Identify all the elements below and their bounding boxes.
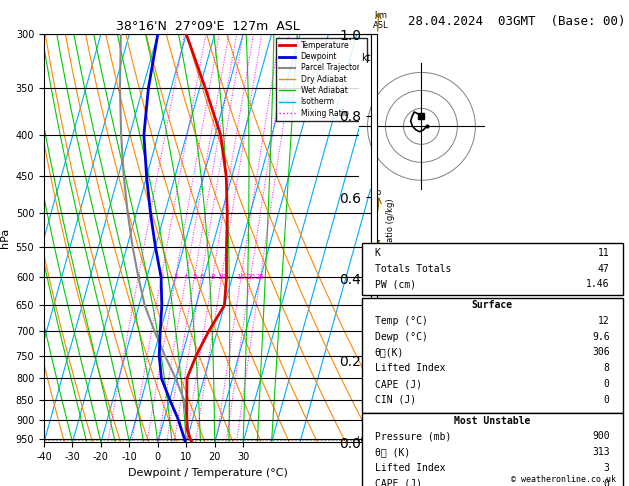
Text: 5: 5: [192, 274, 196, 280]
Text: Temp (°C): Temp (°C): [375, 316, 428, 326]
Text: 5: 5: [376, 241, 381, 249]
FancyBboxPatch shape: [362, 413, 623, 486]
Text: 0: 0: [604, 395, 610, 405]
Text: 8: 8: [604, 364, 610, 373]
Text: CAPE (J): CAPE (J): [375, 479, 421, 486]
Text: 0: 0: [604, 479, 610, 486]
Text: 3: 3: [604, 463, 610, 473]
Text: 1: 1: [136, 274, 140, 280]
Text: 2: 2: [376, 376, 381, 384]
Text: 313: 313: [592, 447, 610, 457]
Text: 16: 16: [237, 274, 245, 280]
Text: Lifted Index: Lifted Index: [375, 463, 445, 473]
Text: LCL: LCL: [356, 436, 371, 445]
Text: CIN (J): CIN (J): [375, 395, 416, 405]
Text: 4: 4: [184, 274, 188, 280]
Text: 28.04.2024  03GMT  (Base: 00): 28.04.2024 03GMT (Base: 00): [408, 15, 626, 28]
Text: Totals Totals: Totals Totals: [375, 263, 451, 274]
Text: 8: 8: [376, 66, 381, 75]
Text: K: K: [375, 248, 381, 258]
Text: 1.46: 1.46: [586, 279, 610, 290]
Text: 3: 3: [376, 334, 381, 343]
Text: 12: 12: [598, 316, 610, 326]
Text: PW (cm): PW (cm): [375, 279, 416, 290]
Text: 2: 2: [159, 274, 164, 280]
Text: Surface: Surface: [472, 300, 513, 310]
Text: 1: 1: [376, 413, 381, 422]
Text: θᴇ(K): θᴇ(K): [375, 347, 404, 358]
Text: Dewp (°C): Dewp (°C): [375, 331, 428, 342]
Text: Lifted Index: Lifted Index: [375, 364, 445, 373]
X-axis label: Dewpoint / Temperature (°C): Dewpoint / Temperature (°C): [128, 468, 287, 478]
Text: kt: kt: [361, 53, 370, 63]
Title: 38°16'N  27°09'E  127m  ASL: 38°16'N 27°09'E 127m ASL: [116, 20, 299, 33]
Y-axis label: hPa: hPa: [0, 228, 10, 248]
Text: 306: 306: [592, 347, 610, 358]
Text: 20: 20: [246, 274, 255, 280]
Text: km
ASL: km ASL: [373, 11, 389, 30]
Text: 4: 4: [376, 289, 381, 298]
Text: 6: 6: [376, 188, 381, 197]
Text: 6: 6: [199, 274, 204, 280]
Text: 47: 47: [598, 263, 610, 274]
Text: Most Unstable: Most Unstable: [454, 416, 530, 426]
Text: 0: 0: [604, 379, 610, 389]
Text: Mixing Ratio (g/kg): Mixing Ratio (g/kg): [386, 198, 395, 278]
Text: © weatheronline.co.uk: © weatheronline.co.uk: [511, 474, 616, 484]
Text: CAPE (J): CAPE (J): [375, 379, 421, 389]
Text: 8: 8: [210, 274, 214, 280]
FancyBboxPatch shape: [362, 297, 623, 413]
Text: 900: 900: [592, 432, 610, 441]
Text: 25: 25: [256, 274, 265, 280]
Text: 9.6: 9.6: [592, 331, 610, 342]
Text: 3: 3: [173, 274, 178, 280]
FancyBboxPatch shape: [362, 243, 623, 295]
Legend: Temperature, Dewpoint, Parcel Trajectory, Dry Adiabat, Wet Adiabat, Isotherm, Mi: Temperature, Dewpoint, Parcel Trajectory…: [276, 38, 367, 121]
Text: Pressure (mb): Pressure (mb): [375, 432, 451, 441]
Text: 11: 11: [598, 248, 610, 258]
Text: 7: 7: [376, 130, 381, 139]
Text: 10: 10: [217, 274, 226, 280]
Text: θᴇ (K): θᴇ (K): [375, 447, 410, 457]
